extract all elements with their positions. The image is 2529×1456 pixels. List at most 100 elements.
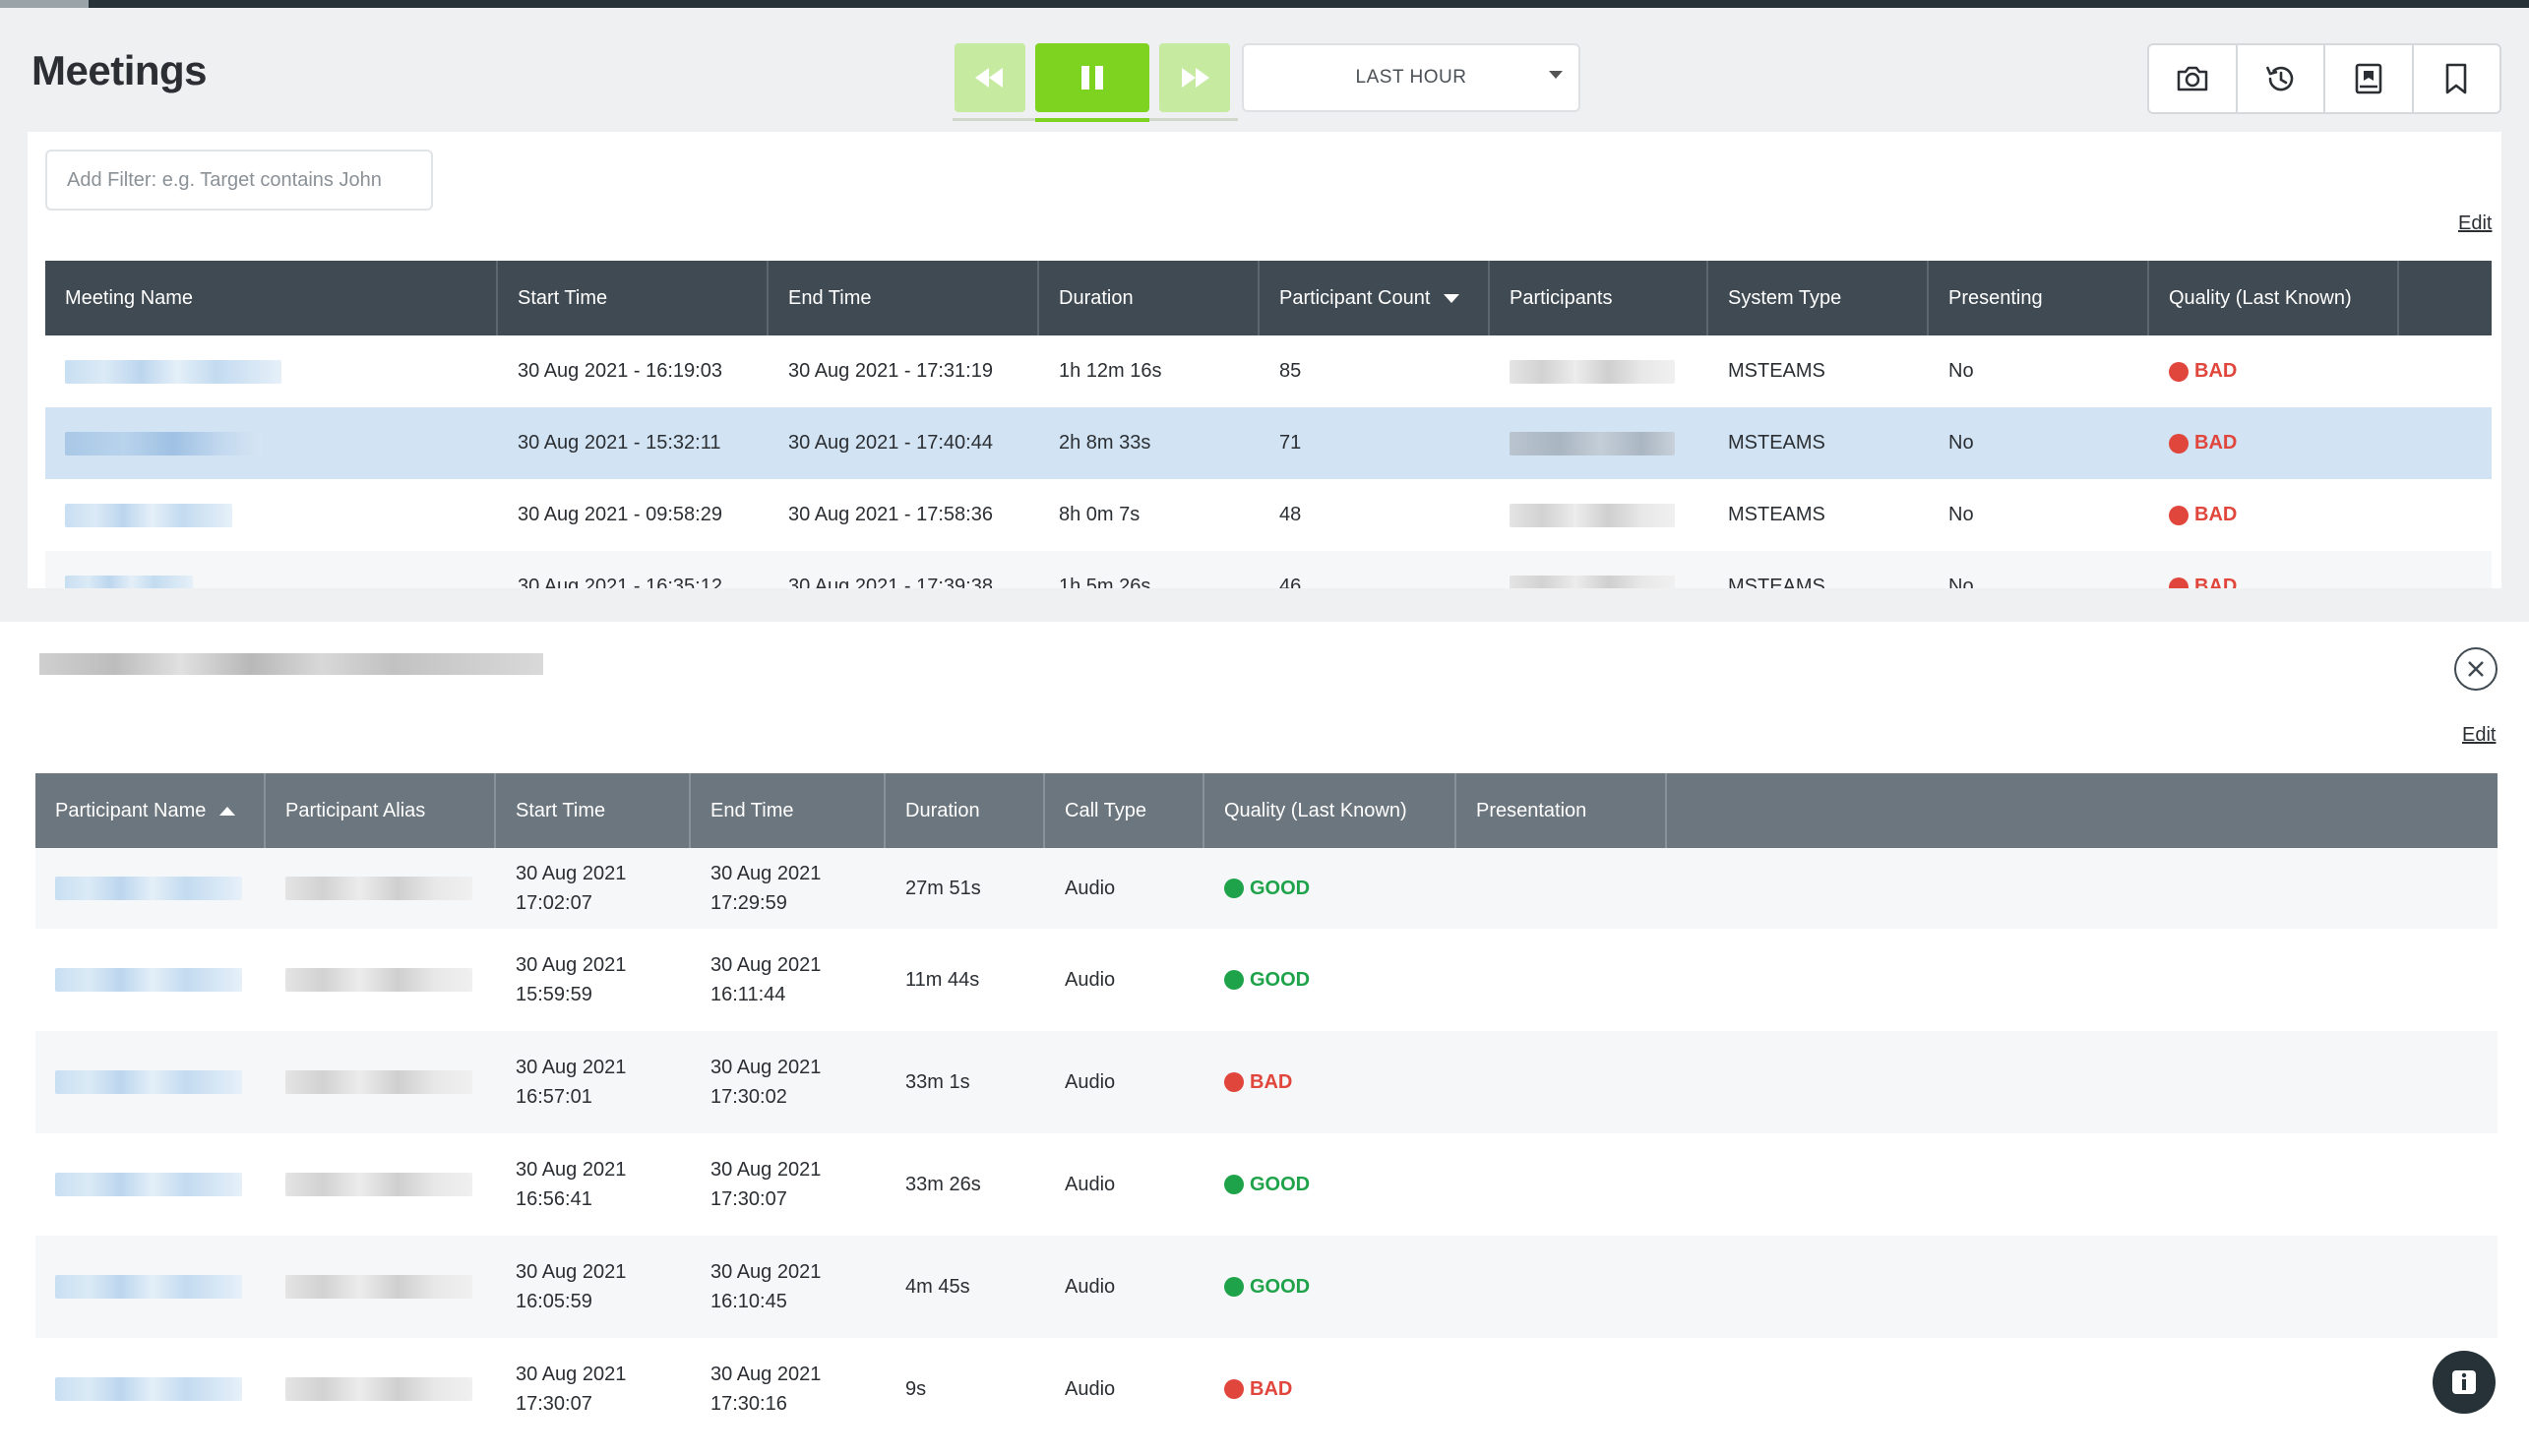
col-system-type[interactable]: System Type	[1708, 261, 1929, 335]
playback-controls	[953, 35, 1238, 124]
p-duration-cell: 11m 44s	[905, 968, 980, 991]
p-end-time-cell: 30 Aug 2021 17:30:07	[710, 1159, 822, 1210]
col-presenting[interactable]: Presenting	[1929, 261, 2149, 335]
status-badge: BAD	[2169, 504, 2237, 526]
close-icon	[2468, 661, 2484, 677]
col-participant-alias[interactable]: Participant Alias	[266, 773, 496, 848]
p-start-time-cell: 30 Aug 2021 17:30:07	[516, 1364, 627, 1415]
table-row[interactable]: 30 Aug 2021 17:30:07 30 Aug 2021 17:30:16 …	[35, 1338, 2498, 1440]
col-presentation[interactable]: Presentation	[1456, 773, 1667, 848]
system-type-cell: MSTEAMS	[1728, 360, 1825, 382]
meetings-edit-link[interactable]: Edit	[2458, 212, 2493, 234]
fast-forward-button[interactable]	[1159, 43, 1230, 112]
toolbar	[2147, 43, 2501, 114]
status-dot-icon	[1224, 1379, 1244, 1399]
p-duration-cell: 9s	[905, 1377, 927, 1400]
participant-name-cell[interactable]	[35, 1031, 266, 1133]
p-quality-cell: GOOD	[1204, 848, 1456, 929]
participant-name-cell[interactable]	[35, 1338, 266, 1440]
col-p-end-time[interactable]: End Time	[691, 773, 886, 848]
status-dot-icon	[1224, 1277, 1244, 1297]
col-meeting-name[interactable]: Meeting Name	[45, 261, 498, 335]
status-badge: BAD	[2169, 360, 2237, 383]
playback-active-indicator	[1035, 118, 1149, 122]
participant-alias-cell	[266, 848, 496, 929]
table-row[interactable]: 30 Aug 2021 - 16:35:12 30 Aug 2021 - 17:…	[45, 551, 2492, 588]
participant-name-cell[interactable]	[35, 1236, 266, 1338]
p-end-time-cell: 30 Aug 2021 16:11:44	[710, 954, 822, 1005]
col-participants[interactable]: Participants	[1490, 261, 1708, 335]
sort-descending-icon	[1444, 293, 1460, 303]
p-end-time-cell: 30 Aug 2021 17:30:02	[710, 1057, 822, 1108]
table-row[interactable]: 30 Aug 2021 - 16:19:03 30 Aug 2021 - 17:…	[45, 335, 2492, 407]
duration-cell: 1h 5m 26s	[1059, 576, 1151, 588]
status-dot-icon	[2169, 576, 2189, 588]
filter-input[interactable]	[45, 150, 433, 211]
meeting-name-cell[interactable]	[45, 479, 498, 551]
rewind-button[interactable]	[955, 43, 1025, 112]
end-time-cell: 30 Aug 2021 - 17:58:36	[788, 504, 993, 525]
bookmark-icon	[2445, 63, 2467, 94]
status-dot-icon	[2169, 505, 2189, 525]
participant-name-cell[interactable]	[35, 1133, 266, 1236]
participant-name-cell[interactable]	[35, 929, 266, 1031]
snapshot-button[interactable]	[2149, 45, 2238, 112]
meeting-name-cell[interactable]	[45, 551, 498, 588]
col-extra	[2399, 261, 2492, 335]
history-icon	[2266, 66, 2294, 91]
info-button[interactable]	[2433, 1351, 2496, 1414]
saved-views-button[interactable]	[2325, 45, 2414, 112]
redacted-meeting-name	[65, 431, 262, 455]
sort-ascending-icon	[219, 806, 236, 816]
col-end-time[interactable]: End Time	[769, 261, 1039, 335]
participants-edit-link[interactable]: Edit	[2462, 724, 2497, 746]
table-row-selected[interactable]: 30 Aug 2021 - 15:32:11 30 Aug 2021 - 17:…	[45, 407, 2492, 479]
col-start-time[interactable]: Start Time	[498, 261, 769, 335]
close-panel-button[interactable]	[2454, 647, 2498, 691]
col-quality[interactable]: Quality (Last Known)	[2149, 261, 2399, 335]
table-row[interactable]: 30 Aug 2021 16:57:01 30 Aug 2021 17:30:02 …	[35, 1031, 2498, 1133]
presenting-cell: No	[1948, 360, 1974, 382]
pause-button[interactable]	[1035, 43, 1149, 112]
meeting-name-cell[interactable]	[45, 335, 498, 407]
participants-cell	[1490, 335, 1708, 407]
participant-alias-cell	[266, 1236, 496, 1338]
redacted-participant-alias	[285, 1070, 472, 1094]
redacted-participant-alias	[285, 968, 472, 992]
table-row[interactable]: 30 Aug 2021 17:02:07 30 Aug 2021 17:29:59 …	[35, 848, 2498, 929]
table-row[interactable]: 30 Aug 2021 - 09:58:29 30 Aug 2021 - 17:…	[45, 479, 2492, 551]
col-p-duration[interactable]: Duration	[886, 773, 1045, 848]
presenting-cell: No	[1948, 576, 1974, 588]
table-row[interactable]: 30 Aug 2021 16:56:41 30 Aug 2021 17:30:07 …	[35, 1133, 2498, 1236]
call-type-cell: Audio	[1065, 1377, 1116, 1400]
col-p-quality[interactable]: Quality (Last Known)	[1204, 773, 1456, 848]
quality-cell: BAD	[2149, 407, 2399, 479]
bookmark-button[interactable]	[2414, 45, 2500, 112]
participants-panel: Edit Participant Name Participant Alias …	[0, 622, 2529, 1456]
participant-alias-cell	[266, 1133, 496, 1236]
table-row[interactable]: 30 Aug 2021 16:05:59 30 Aug 2021 16:10:45 …	[35, 1236, 2498, 1338]
table-row[interactable]: 30 Aug 2021 15:59:59 30 Aug 2021 16:11:44 …	[35, 929, 2498, 1031]
redacted-participant-alias	[285, 877, 472, 900]
redacted-participant-alias	[285, 1275, 472, 1299]
col-duration[interactable]: Duration	[1039, 261, 1260, 335]
end-time-cell: 30 Aug 2021 - 17:39:38	[788, 576, 993, 588]
start-time-cell: 30 Aug 2021 - 16:19:03	[518, 360, 722, 382]
col-participant-count[interactable]: Participant Count	[1260, 261, 1490, 335]
page-title: Meetings	[31, 47, 208, 93]
quality-cell: BAD	[2149, 479, 2399, 551]
col-p-start-time[interactable]: Start Time	[496, 773, 691, 848]
participant-name-cell[interactable]	[35, 848, 266, 929]
p-end-time-cell: 30 Aug 2021 17:30:16	[710, 1364, 822, 1415]
time-range-select[interactable]: LAST HOUR	[1242, 43, 1580, 112]
history-button[interactable]	[2238, 45, 2325, 112]
call-type-cell: Audio	[1065, 877, 1116, 899]
redacted-participant-name	[55, 877, 242, 900]
status-badge: GOOD	[1224, 1174, 1310, 1196]
meeting-name-cell[interactable]	[45, 407, 498, 479]
col-call-type[interactable]: Call Type	[1045, 773, 1204, 848]
col-participant-name[interactable]: Participant Name	[35, 773, 266, 848]
presenting-cell: No	[1948, 432, 1974, 454]
p-duration-cell: 4m 45s	[905, 1275, 970, 1298]
redacted-participant-name	[55, 1377, 242, 1401]
